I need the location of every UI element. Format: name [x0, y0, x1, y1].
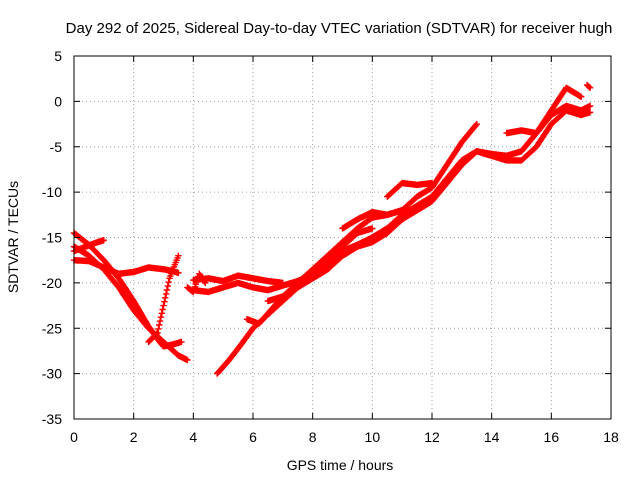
data-point-markers [70, 257, 182, 277]
series-track-2 [70, 257, 182, 277]
data-point-markers [309, 102, 594, 282]
x-tick-label: 14 [484, 429, 500, 445]
data-point-markers [145, 252, 182, 346]
y-tick-label: 0 [54, 93, 62, 109]
series-track-12 [309, 102, 594, 282]
x-tick-label: 2 [130, 429, 138, 445]
x-axis-label: GPS time / hours [287, 457, 394, 473]
y-tick-label: -15 [42, 230, 62, 246]
x-tick-label: 8 [309, 429, 317, 445]
x-tick-label: 12 [424, 429, 440, 445]
data-point-markers [190, 272, 286, 287]
x-tick-label: 0 [70, 429, 78, 445]
data-point-markers [583, 81, 594, 91]
y-tick-label: -10 [42, 184, 62, 200]
series-track-14 [384, 179, 436, 200]
chart-title: Day 292 of 2025, Sidereal Day-to-day VTE… [66, 20, 613, 37]
y-axis-label: SDTVAR / TECUs [5, 181, 21, 293]
series-track-16 [583, 81, 594, 91]
y-tick-label: -30 [42, 366, 62, 382]
data-point-markers [339, 120, 480, 232]
y-tick-label: -25 [42, 320, 62, 336]
axis-ticks: 0 2 4 6 8 10 12 14 16 18 5 0 -5 -10 -15 -20 -25 -30 -35 [42, 48, 619, 445]
x-tick-label: 10 [365, 429, 381, 445]
data-point-markers [384, 179, 436, 200]
series-track-7 [190, 272, 286, 287]
x-tick-label: 18 [603, 429, 619, 445]
plot-data [70, 81, 594, 377]
grid [74, 56, 611, 419]
series-track-15 [503, 84, 585, 137]
x-tick-label: 6 [249, 429, 257, 445]
y-tick-label: -20 [42, 275, 62, 291]
y-tick-label: -5 [50, 139, 63, 155]
series-track-13 [339, 120, 480, 232]
y-tick-label: -35 [42, 411, 62, 427]
data-point-markers [503, 84, 585, 137]
x-tick-label: 16 [544, 429, 560, 445]
y-tick-label: 5 [54, 48, 62, 64]
x-tick-label: 4 [189, 429, 197, 445]
series-track-5 [145, 252, 182, 346]
